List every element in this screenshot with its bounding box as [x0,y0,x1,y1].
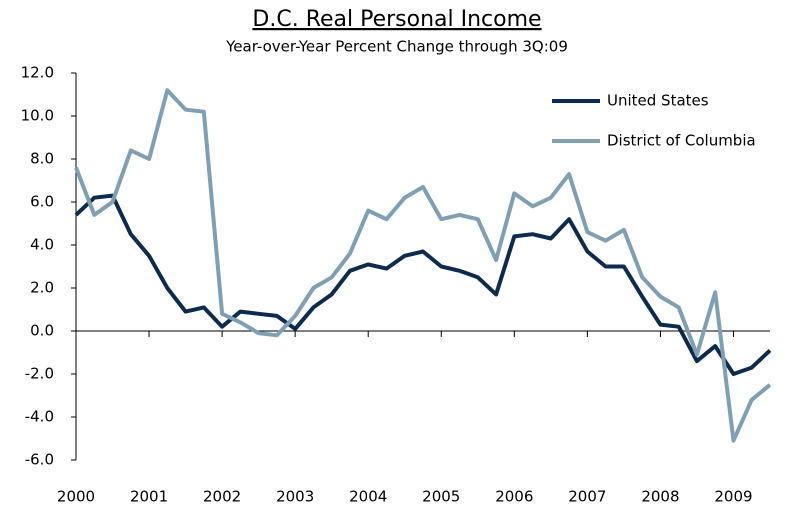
x-tick-label: 2004 [349,488,387,506]
series-line [74,88,772,443]
x-tick-label: 2006 [495,488,533,506]
x-tick-label: 2009 [714,488,752,506]
y-tick-label: 4.0 [30,236,54,254]
x-tick-label: 2005 [422,488,460,506]
x-tick-label: 2001 [130,488,168,506]
x-tick-label: 2002 [203,488,241,506]
legend-label: United States [607,92,709,110]
y-tick-label: 0.0 [30,322,54,340]
x-tick-label: 2007 [568,488,606,506]
y-tick-label: -6.0 [25,451,54,469]
y-tick-label: 12.0 [21,64,54,82]
y-tick-label: 2.0 [30,279,54,297]
y-tick-label: 6.0 [30,193,54,211]
series-line [74,193,772,376]
y-tick-label: -4.0 [25,408,54,426]
x-tick-label: 2008 [641,488,679,506]
chart-subtitle: Year-over-Year Percent Change through 3Q… [225,38,568,56]
y-tick-label: 10.0 [21,107,54,125]
chart-title: D.C. Real Personal Income [252,7,541,32]
x-tick-label: 2000 [57,488,95,506]
y-tick-label: 8.0 [30,150,54,168]
legend-label: District of Columbia [607,132,756,150]
x-tick-label: 2003 [276,488,314,506]
y-tick-label: -2.0 [25,365,54,383]
